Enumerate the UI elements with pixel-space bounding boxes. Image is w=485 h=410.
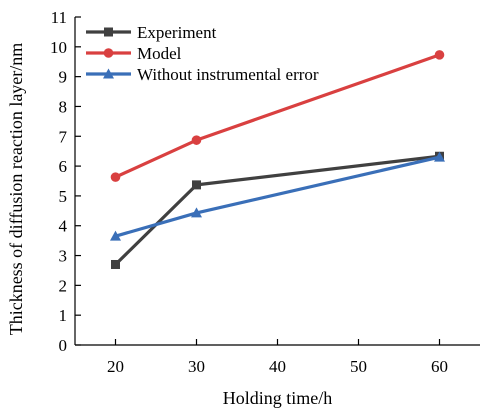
series-circle — [110, 50, 445, 182]
y-tick-label: 10 — [50, 38, 67, 57]
series-square — [111, 151, 444, 269]
legend-entry: Experiment — [86, 23, 217, 42]
data-point — [191, 207, 202, 218]
y-tick-label: 6 — [59, 157, 68, 176]
legend-marker — [104, 27, 113, 37]
y-axis-title: Thickness of diffusion reaction layer/nm — [6, 43, 26, 336]
legend-entry: Model — [86, 44, 182, 63]
y-tick-label: 5 — [59, 187, 68, 206]
y-tick-label: 3 — [59, 247, 68, 266]
data-point — [110, 172, 121, 182]
data-point — [192, 180, 201, 190]
y-tick-label: 11 — [51, 8, 67, 27]
legend-label: Model — [137, 44, 182, 63]
y-tick-label: 1 — [59, 306, 68, 325]
x-tick-label: 50 — [350, 357, 367, 376]
legend-entry: Without instrumental error — [86, 65, 319, 84]
data-point — [191, 135, 202, 145]
series-line — [115, 155, 440, 238]
legend-label: Without instrumental error — [137, 65, 319, 84]
y-tick-label: 9 — [59, 68, 68, 87]
x-axis-title: Holding time/h — [223, 388, 333, 408]
y-tick-label: 8 — [59, 97, 68, 116]
legend-label: Experiment — [137, 23, 217, 42]
data-point — [111, 259, 120, 269]
x-tick-label: 60 — [431, 357, 448, 376]
data-point — [434, 50, 445, 60]
x-tick-label: 20 — [107, 357, 124, 376]
y-tick-label: 2 — [59, 276, 68, 295]
series-line — [114, 154, 440, 266]
series-layer — [110, 50, 445, 269]
y-tick-label: 0 — [59, 336, 68, 355]
legend: Experiment Model Without instrumental erro… — [86, 23, 319, 84]
y-tick-label: 7 — [59, 127, 68, 146]
series-triangle — [110, 151, 445, 241]
legend-marker — [103, 68, 114, 79]
axes: 0 1 2 3 4 5 6 7 8 9 10 11 20 30 40 50 60 — [50, 8, 480, 376]
legend-marker — [103, 48, 114, 58]
y-tick-label: 4 — [59, 217, 68, 236]
x-tick-label: 30 — [188, 357, 205, 376]
data-point — [110, 230, 121, 241]
data-point — [434, 151, 445, 162]
x-tick-label: 40 — [269, 357, 286, 376]
